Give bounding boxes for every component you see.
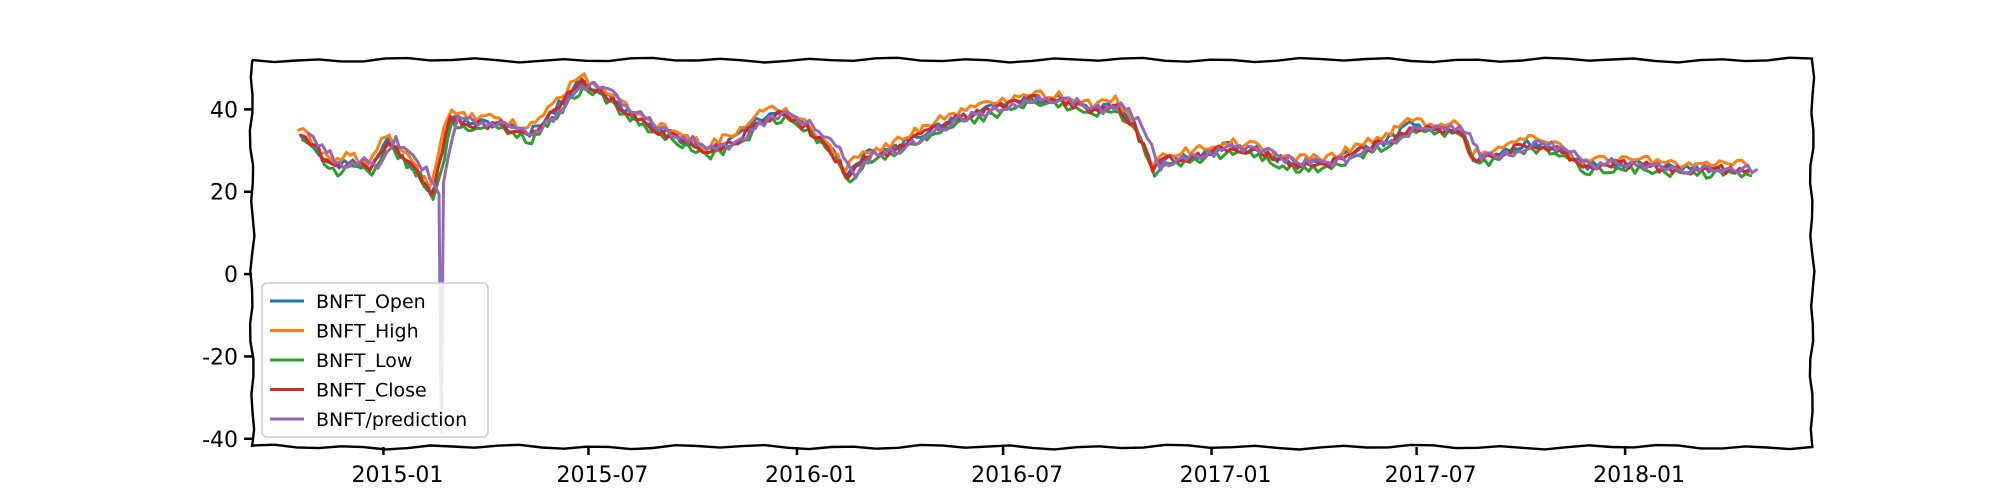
y-tick-label: 0 [224, 263, 238, 288]
legend-box [261, 282, 489, 438]
x-tick-label: 2017-07 [1385, 463, 1477, 488]
y-axis: 40 20 0 -20 -40 [202, 98, 252, 453]
legend-label: BNFT_High [316, 321, 419, 343]
series-line-bnft-high [297, 72, 1749, 190]
x-axis: 2015-01 2015-07 2016-01 2016-07 2017-01 2017-… [351, 447, 1685, 488]
x-tick-label: 2016-07 [971, 463, 1063, 488]
x-tick-label: 2015-07 [557, 463, 649, 488]
x-tick-label: 2017-01 [1180, 463, 1272, 488]
x-tick-label: 2015-01 [351, 463, 443, 488]
series-layer [297, 72, 1759, 434]
y-tick-label: 20 [210, 181, 238, 206]
y-tick-label: -40 [202, 428, 238, 453]
legend-label: BNFT_Low [316, 350, 412, 372]
series-line-bnft-prediction [307, 81, 1759, 434]
plot-frame [248, 56, 1816, 451]
x-tick-label: 2018-01 [1593, 463, 1685, 488]
y-tick-label: -20 [202, 345, 238, 370]
legend-label: BNFT/prediction [316, 409, 467, 431]
legend-label: BNFT_Open [316, 291, 426, 313]
x-tick-label: 2016-01 [765, 463, 857, 488]
legend-label: BNFT_Close [316, 380, 427, 402]
y-tick-label: 40 [210, 98, 238, 123]
legend: BNFT_Open BNFT_High BNFT_Low BNFT_Close BNFT… [261, 282, 489, 438]
